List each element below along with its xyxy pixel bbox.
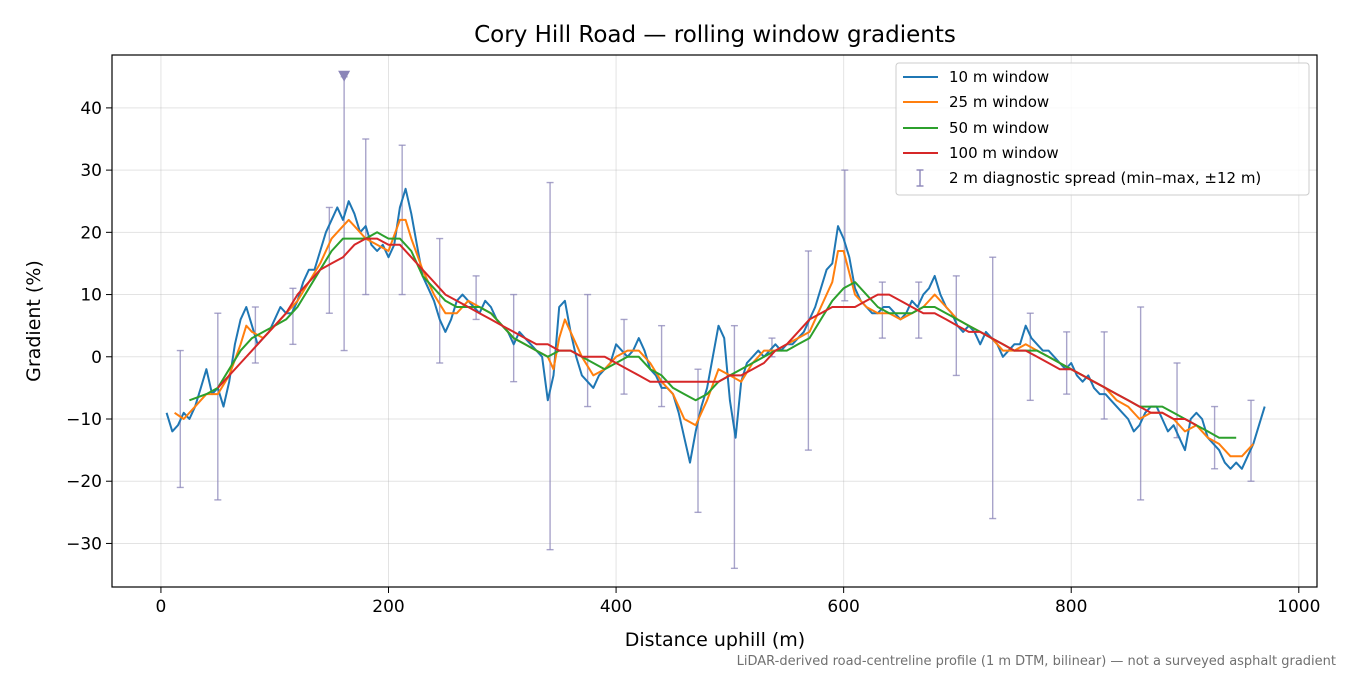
x-tick-label: 1000 bbox=[1277, 597, 1320, 617]
axis-ticks: 0 200 400 600 800 1000 −30 −20 −10 0 10 20 30 40 bbox=[66, 99, 1320, 617]
legend-item: 25 m window bbox=[903, 93, 1049, 111]
x-tick-label: 0 bbox=[156, 597, 167, 617]
grid-lines bbox=[112, 55, 1317, 587]
y-tick-label: 20 bbox=[80, 223, 102, 243]
y-axis-label: Gradient (%) bbox=[23, 260, 45, 382]
x-tick-label: 400 bbox=[600, 597, 632, 617]
legend-item: 2 m diagnostic spread (min–max, ±12 m) bbox=[916, 169, 1261, 187]
legend-label: 10 m window bbox=[949, 68, 1049, 86]
legend: 10 m window 25 m window 50 m window 100 m w… bbox=[895, 62, 1310, 196]
plot-frame bbox=[111, 54, 1318, 588]
error-bar bbox=[546, 181, 554, 551]
y-tick-label: 40 bbox=[80, 99, 102, 119]
error-bar bbox=[214, 312, 222, 501]
x-tick-label: 600 bbox=[827, 597, 859, 617]
error-bar bbox=[1063, 331, 1071, 395]
error-bar bbox=[620, 318, 628, 395]
legend-label: 100 m window bbox=[949, 144, 1059, 162]
y-tick-label: −20 bbox=[66, 472, 102, 492]
error-bar bbox=[1137, 306, 1145, 501]
series-line bbox=[217, 237, 1197, 427]
y-tick-label: 0 bbox=[91, 348, 102, 368]
clipped-marker bbox=[338, 70, 351, 82]
legend-label: 50 m window bbox=[949, 119, 1049, 137]
error-bar bbox=[1026, 312, 1034, 402]
x-tick-label: 200 bbox=[372, 597, 404, 617]
error-bar bbox=[1247, 399, 1255, 482]
x-tick-label: 800 bbox=[1055, 597, 1087, 617]
y-tick-label: −10 bbox=[66, 410, 102, 430]
error-bar bbox=[1211, 405, 1219, 470]
error-bar bbox=[436, 237, 444, 364]
error-bar bbox=[730, 324, 738, 570]
legend-box bbox=[895, 62, 1310, 196]
error-bar bbox=[841, 169, 849, 302]
y-tick-label: 10 bbox=[80, 286, 102, 306]
series-line bbox=[165, 187, 1266, 470]
error-bar bbox=[362, 138, 370, 296]
error-bar bbox=[289, 287, 297, 346]
legend-label: 25 m window bbox=[949, 93, 1049, 111]
chart-title: Cory Hill Road — rolling window gradient… bbox=[474, 22, 956, 48]
error-bar bbox=[694, 368, 702, 514]
error-bar bbox=[804, 250, 812, 451]
error-bar bbox=[989, 256, 997, 520]
y-tick-label: −30 bbox=[66, 534, 102, 554]
error-bar bbox=[658, 324, 666, 408]
footnote: LiDAR-derived road-centreline profile (1… bbox=[737, 654, 1336, 669]
x-axis-label: Distance uphill (m) bbox=[625, 629, 805, 651]
legend-item: 50 m window bbox=[903, 119, 1049, 137]
error-bar bbox=[1100, 331, 1108, 420]
error-bar bbox=[584, 293, 592, 408]
series-lines bbox=[165, 187, 1266, 470]
legend-item: 100 m window bbox=[903, 144, 1059, 162]
legend-item: 10 m window bbox=[903, 68, 1049, 86]
clipped-marker-triangle bbox=[338, 70, 351, 82]
legend-label: 2 m diagnostic spread (min–max, ±12 m) bbox=[949, 169, 1261, 187]
y-tick-label: 30 bbox=[80, 161, 102, 181]
